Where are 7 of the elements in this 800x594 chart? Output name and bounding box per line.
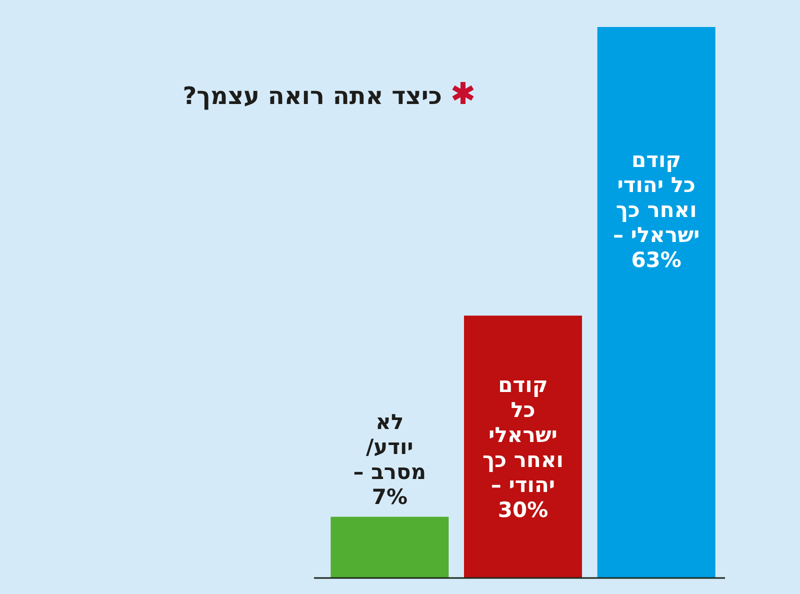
category-label: לא יודע/ מסרב – [353, 410, 426, 484]
title: כיצד אתה רואה עצמך? [182, 82, 442, 110]
category-label: קודם כל יהודי ואחר כך ישראלי – [612, 148, 700, 247]
data-label: 30% [498, 498, 548, 522]
category-label: קודם כל ישראלי ואחר כך יהודי – [482, 372, 564, 497]
data-label: 63% [631, 248, 682, 272]
data-label: 7% [372, 484, 408, 509]
